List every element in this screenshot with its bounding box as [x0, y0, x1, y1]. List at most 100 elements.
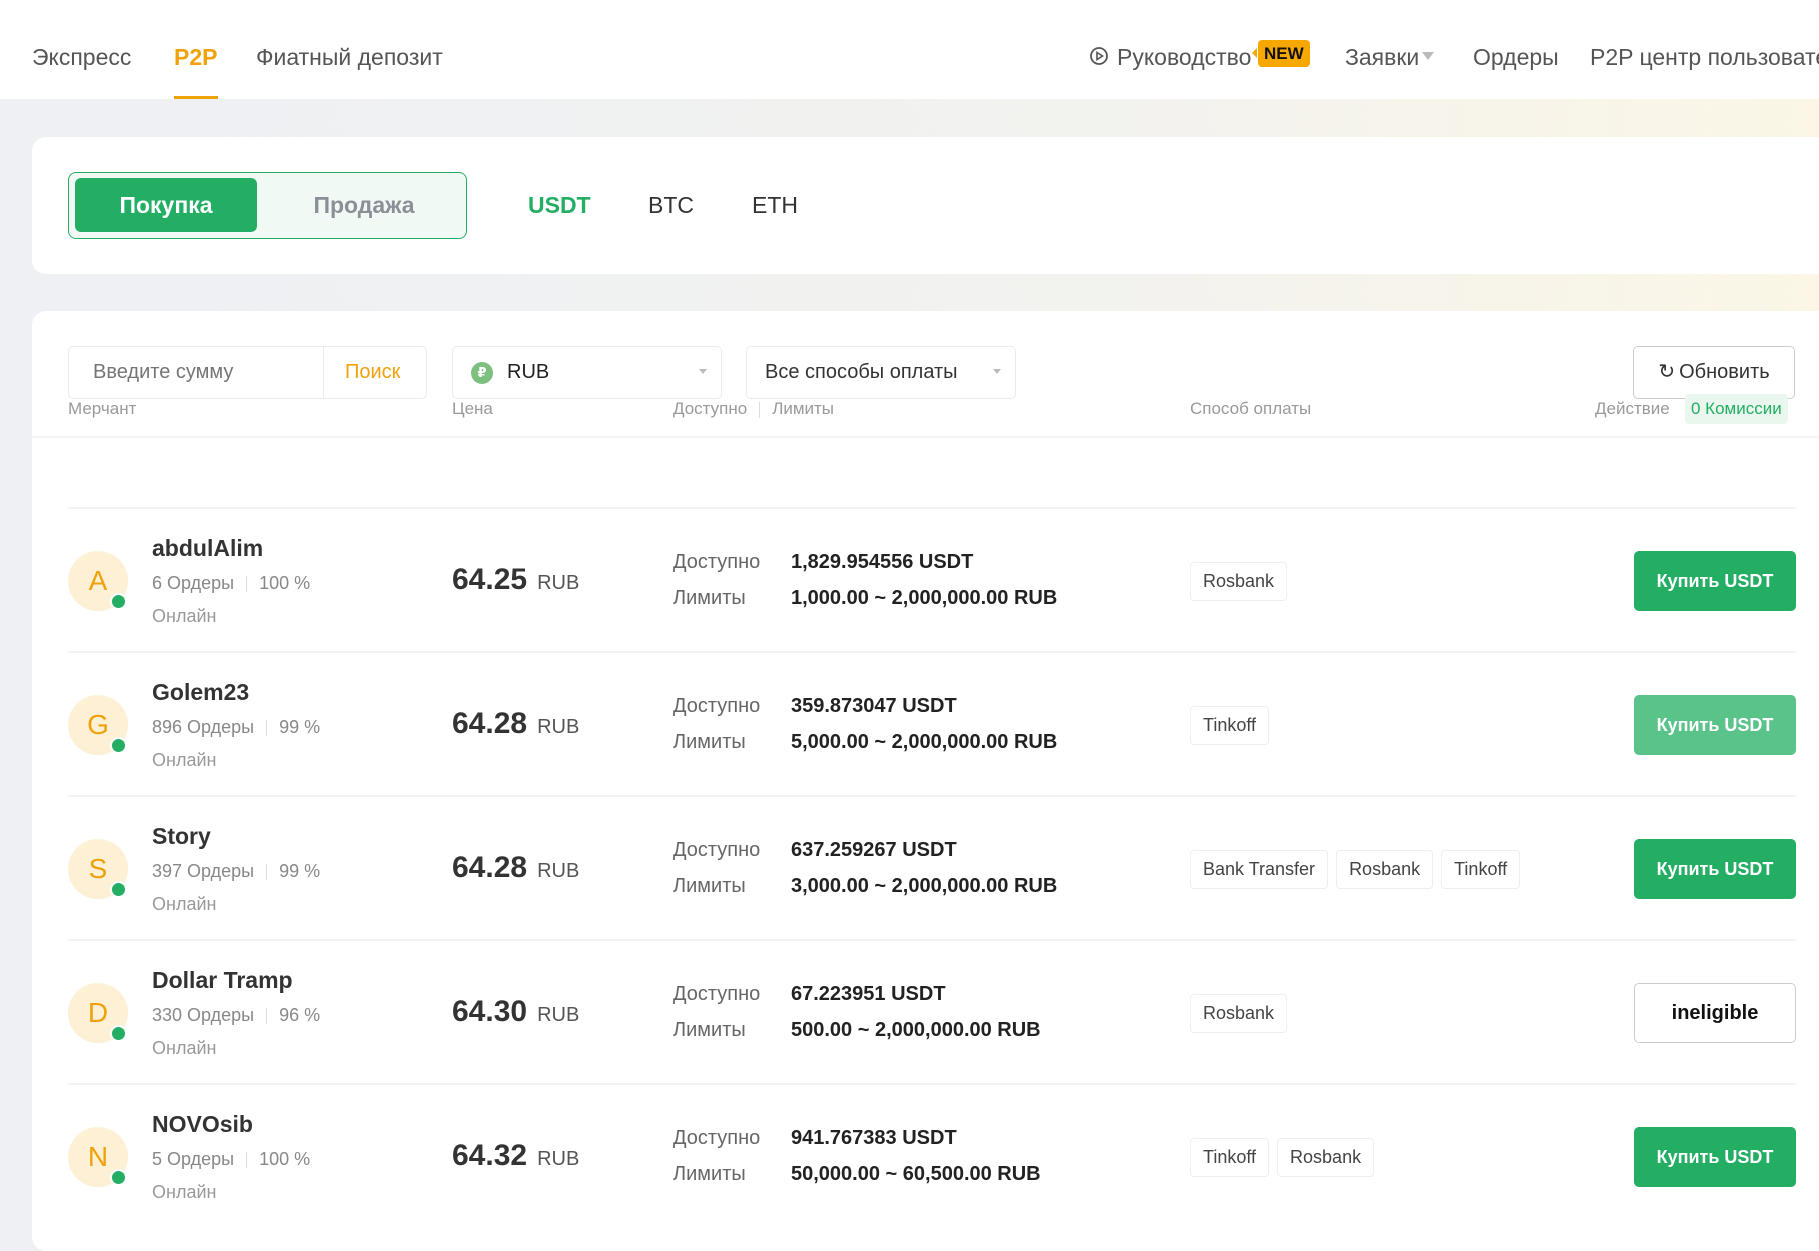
limits-value: 5,000.00 ~ 2,000,000.00 RUB: [791, 731, 1058, 753]
header-merchant: Мерчант: [68, 399, 137, 418]
refresh-label: Обновить: [1679, 361, 1770, 383]
online-indicator: [110, 1169, 127, 1186]
ruble-icon: ₽: [471, 362, 493, 384]
active-tab-indicator: [174, 96, 218, 99]
requests-menu[interactable]: Заявки: [1345, 44, 1420, 70]
merchant-stats: 330 Ордеры 96 %: [152, 1005, 321, 1025]
online-indicator: [110, 593, 127, 610]
payment-tag: Tinkoff: [1190, 1138, 1270, 1177]
merchant-status: Онлайн: [152, 750, 217, 770]
merchant-name[interactable]: Golem23: [152, 679, 250, 705]
limits-label: Лимиты: [673, 875, 746, 897]
header-available-limits: Доступно Лимиты: [673, 399, 835, 418]
offer-row: N NOVOsib 5 Ордеры 100 % Онлайн 64.32 RUB …: [68, 1083, 1796, 1227]
amount-search: Поиск: [68, 346, 427, 399]
coin-btc[interactable]: BTC: [648, 192, 694, 218]
limits-label: Лимиты: [673, 731, 746, 753]
chevron-down-icon: [1422, 52, 1434, 66]
available-label: Доступно: [673, 551, 761, 573]
buy-sell-toggle: Покупка Продажа: [68, 172, 467, 239]
available-label: Доступно: [673, 695, 761, 717]
merchant-status: Онлайн: [152, 1038, 217, 1058]
sell-tab[interactable]: Продажа: [313, 192, 415, 218]
available-label: Доступно: [673, 1127, 761, 1149]
payment-methods: Tinkoff Rosbank: [1190, 1138, 1375, 1177]
currency-value: RUB: [507, 361, 550, 383]
offer-row: D Dollar Tramp 330 Ордеры 96 % Онлайн 64.…: [68, 939, 1796, 1083]
merchant-status: Онлайн: [152, 606, 217, 626]
price: 64.32 RUB: [452, 1139, 580, 1172]
online-indicator: [110, 1025, 127, 1042]
trade-type-card: Покупка Продажа USDT BTC ETH: [32, 137, 1819, 274]
divider: [323, 347, 324, 398]
payment-tag: Tinkoff: [1441, 850, 1521, 889]
price: 64.28 RUB: [452, 851, 580, 884]
payment-tag: Bank Transfer: [1190, 850, 1329, 889]
payment-methods: Rosbank: [1190, 562, 1288, 601]
payment-methods: Rosbank: [1190, 994, 1288, 1033]
header-action: Действие: [1595, 399, 1670, 418]
available-value: 67.223951 USDT: [791, 983, 946, 1005]
tab-express[interactable]: Экспресс: [32, 44, 132, 70]
user-center-link[interactable]: P2P центр пользователя: [1590, 44, 1819, 70]
play-icon: [1090, 47, 1108, 65]
price: 64.25 RUB: [452, 563, 580, 596]
merchant-name[interactable]: NOVOsib: [152, 1111, 253, 1137]
payment-tag: Tinkoff: [1190, 706, 1270, 745]
buy-usdt-button[interactable]: Купить USDT: [1634, 1127, 1796, 1187]
tab-p2p[interactable]: P2P: [174, 44, 218, 70]
merchant-name[interactable]: abdulAlim: [152, 535, 264, 561]
merchant-stats: 5 Ордеры 100 %: [152, 1149, 311, 1169]
merchant-stats: 6 Ордеры 100 %: [152, 573, 311, 593]
buy-usdt-button[interactable]: Купить USDT: [1634, 551, 1796, 611]
available-value: 359.873047 USDT: [791, 695, 957, 717]
guide-link[interactable]: Руководство: [1117, 44, 1252, 70]
payment-method-select[interactable]: Все способы оплаты: [746, 346, 1016, 399]
payment-tag: Rosbank: [1190, 562, 1288, 601]
payment-methods: Tinkoff: [1190, 706, 1270, 745]
payment-tag: Rosbank: [1336, 850, 1434, 889]
zero-fee-badge: 0 Комиссии: [1685, 394, 1788, 424]
coin-eth[interactable]: ETH: [752, 192, 798, 218]
orders-link[interactable]: Ордеры: [1473, 44, 1559, 70]
header-payment: Способ оплаты: [1190, 399, 1312, 418]
merchant-name[interactable]: Dollar Tramp: [152, 967, 293, 993]
limits-label: Лимиты: [673, 1163, 746, 1185]
buy-usdt-button[interactable]: Купить USDT: [1634, 695, 1796, 755]
header-price: Цена: [452, 399, 493, 418]
offers-card: Поиск ₽ RUB Все способы оплаты ↻Обновить…: [32, 311, 1819, 1251]
offer-row: A abdulAlim 6 Ордеры 100 % Онлайн 64.25 RU…: [68, 507, 1796, 651]
available-value: 1,829.954556 USDT: [791, 551, 974, 573]
payment-tag: Rosbank: [1190, 994, 1288, 1033]
chevron-down-icon: [993, 369, 1001, 378]
chevron-down-icon: [699, 369, 707, 378]
buy-usdt-button[interactable]: Купить USDT: [1634, 839, 1796, 899]
coin-usdt[interactable]: USDT: [528, 192, 591, 218]
search-button[interactable]: Поиск: [345, 361, 401, 383]
price: 64.28 RUB: [452, 707, 580, 740]
buy-usdt-button[interactable]: ineligible: [1634, 983, 1796, 1043]
available-value: 637.259267 USDT: [791, 839, 957, 861]
divider: [32, 436, 1819, 438]
new-badge: NEW: [1252, 40, 1310, 67]
refresh-icon: ↻: [1658, 361, 1676, 383]
limits-value: 3,000.00 ~ 2,000,000.00 RUB: [791, 875, 1058, 897]
merchant-status: Онлайн: [152, 1182, 217, 1202]
payment-tag: Rosbank: [1277, 1138, 1375, 1177]
limits-value: 1,000.00 ~ 2,000,000.00 RUB: [791, 587, 1058, 609]
merchant-stats: 896 Ордеры 99 %: [152, 717, 321, 737]
refresh-button[interactable]: ↻ Обновить: [1633, 346, 1795, 399]
buy-tab[interactable]: Покупка: [75, 178, 257, 232]
limits-label: Лимиты: [673, 587, 746, 609]
amount-input[interactable]: [69, 347, 323, 398]
limits-value: 500.00 ~ 2,000,000.00 RUB: [791, 1019, 1041, 1041]
payment-methods: Bank Transfer Rosbank Tinkoff: [1190, 850, 1521, 889]
available-label: Доступно: [673, 983, 761, 1005]
currency-select[interactable]: ₽ RUB: [452, 346, 722, 399]
merchant-stats: 397 Ордеры 99 %: [152, 861, 321, 881]
available-value: 941.767383 USDT: [791, 1127, 957, 1149]
offer-row: S Story 397 Ордеры 99 % Онлайн 64.28 RUB Д…: [68, 795, 1796, 939]
payment-value: Все способы оплаты: [765, 361, 958, 383]
tab-fiat-deposit[interactable]: Фиатный депозит: [256, 44, 443, 70]
merchant-name[interactable]: Story: [152, 823, 211, 849]
